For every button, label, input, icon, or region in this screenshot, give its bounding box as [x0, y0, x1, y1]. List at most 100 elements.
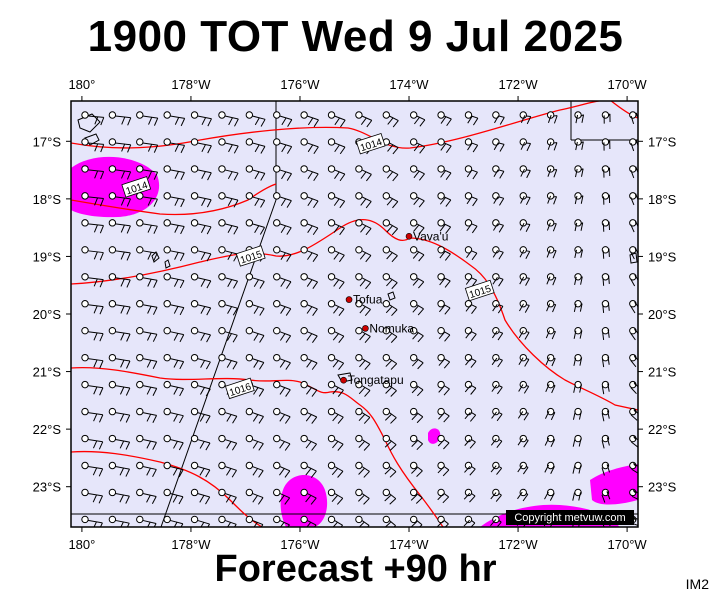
wind-barb — [574, 138, 584, 151]
wind-barb — [409, 353, 424, 370]
lat-label-left: 17°S — [33, 134, 62, 149]
wind-barb — [601, 246, 610, 259]
wind-barb — [382, 353, 398, 370]
wind-barb — [601, 434, 610, 449]
wind-barb — [355, 192, 372, 209]
wind-barb — [245, 407, 264, 424]
wind-barb — [108, 192, 131, 207]
wind-barb — [382, 192, 399, 209]
wind-barb — [81, 407, 104, 423]
wind-barb — [163, 165, 185, 181]
wind-barb — [81, 461, 104, 477]
wind-barb — [492, 219, 504, 233]
wind-barb — [190, 353, 211, 370]
wind-barb — [382, 246, 398, 263]
wind-barb — [572, 407, 582, 420]
wind-barb — [273, 111, 293, 127]
wind-barb — [629, 111, 638, 125]
wind-barb — [546, 138, 558, 151]
wind-barb — [437, 246, 451, 261]
wind-barb — [629, 192, 638, 206]
wind-barb — [546, 111, 558, 124]
wind-barb — [629, 353, 638, 368]
wind-barb — [573, 353, 583, 366]
wind-barb — [273, 488, 291, 505]
wind-barb — [245, 273, 265, 289]
wind-barb — [108, 488, 130, 504]
lat-label-right: 20°S — [648, 307, 677, 322]
wind-barb — [492, 300, 504, 314]
wind-barb — [517, 434, 529, 448]
wind-barb — [355, 488, 370, 505]
wind-barb — [382, 515, 396, 527]
wind-barb — [464, 192, 478, 207]
wind-barb — [546, 273, 557, 286]
wind-barb — [437, 380, 450, 396]
wind-barb — [327, 246, 345, 263]
wind-barb — [136, 138, 159, 153]
wind-barb — [245, 219, 265, 235]
wind-barb — [382, 461, 397, 478]
wind-barb — [300, 488, 317, 505]
wind-barb — [629, 246, 638, 260]
wind-barb — [218, 219, 239, 235]
wind-barb — [355, 165, 372, 182]
wind-barb — [245, 434, 264, 451]
wind-barb — [491, 353, 503, 368]
wind-barb — [491, 380, 503, 395]
wind-barb — [300, 380, 318, 397]
wind-barb — [245, 138, 266, 154]
wind-barb — [245, 300, 265, 316]
places: Vava'u Tofua Nomuka Tongatapu — [340, 229, 448, 387]
wind-barb — [382, 380, 397, 397]
wind-barb — [273, 380, 291, 397]
wind-barb — [355, 434, 371, 451]
wind-barbs — [81, 111, 638, 527]
wind-barb — [409, 434, 423, 451]
wind-barb — [464, 111, 479, 126]
wind-barb — [601, 219, 611, 232]
wind-barb — [409, 461, 423, 477]
wind-barb — [163, 246, 185, 262]
wind-barb — [163, 488, 184, 505]
wind-barb — [136, 273, 158, 288]
wind-barb — [544, 461, 555, 474]
wind-barb — [437, 461, 450, 477]
wind-barb — [355, 219, 372, 236]
wind-barb — [273, 434, 291, 451]
wind-barb — [601, 192, 611, 205]
wind-barb — [218, 192, 239, 208]
wind-barb — [108, 111, 132, 126]
wind-barb — [327, 138, 346, 155]
wind-barb — [300, 165, 319, 182]
wind-barb — [601, 380, 610, 395]
wind-barb — [464, 165, 478, 180]
wind-barb — [574, 273, 583, 286]
wind-barb — [573, 300, 583, 312]
wind-barb — [574, 165, 584, 178]
wind-barb — [490, 488, 502, 502]
wind-barb — [300, 461, 317, 478]
wind-barb — [382, 111, 399, 128]
wind-barb — [108, 461, 130, 477]
wind-barb — [492, 165, 505, 179]
wind-barb — [327, 165, 346, 182]
wind-barb — [163, 192, 185, 208]
wind-barb — [81, 326, 104, 342]
wind-barb — [245, 192, 266, 208]
wind-barb — [382, 407, 397, 424]
wind-barb — [245, 111, 266, 127]
wind-barb — [574, 111, 585, 124]
wind-barb — [437, 165, 452, 180]
lat-label-left: 20°S — [33, 307, 62, 322]
wind-barb — [519, 300, 530, 313]
wind-barb — [355, 326, 371, 344]
wind-barb — [190, 273, 212, 289]
wind-barb — [190, 434, 211, 451]
wind-barb — [409, 219, 425, 235]
wind-barb — [629, 407, 638, 421]
wind-barb — [190, 165, 212, 181]
wind-barb — [108, 273, 131, 288]
lat-label-right: 18°S — [648, 192, 677, 207]
wind-barb — [409, 192, 425, 208]
